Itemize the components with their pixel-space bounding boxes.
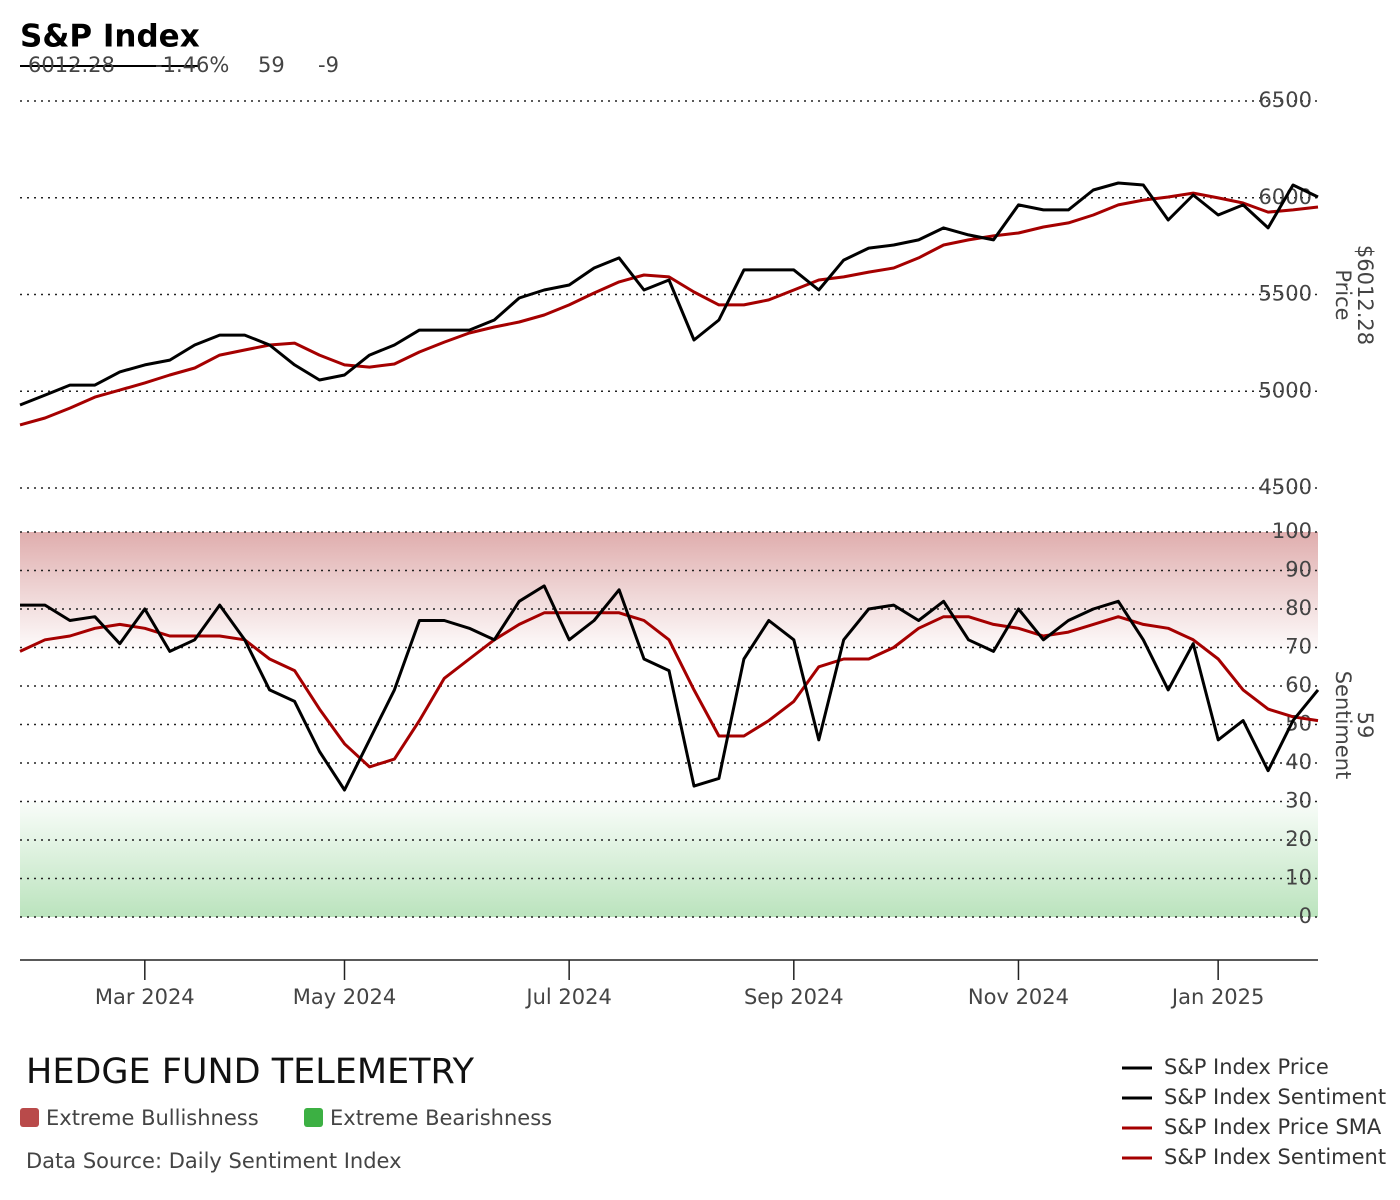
header-value: -9 bbox=[318, 53, 339, 77]
x-tick-label: Jan 2025 bbox=[1170, 985, 1265, 1009]
legend-label: Extreme Bullishness bbox=[46, 1106, 259, 1130]
header-value: 59 bbox=[258, 53, 285, 77]
legend-label: S&P Index Price SMA bbox=[1164, 1115, 1382, 1139]
y-tick-label: 80 bbox=[1285, 596, 1312, 620]
legend-label: Extreme Bearishness bbox=[330, 1106, 552, 1130]
y-tick-label: 90 bbox=[1285, 558, 1312, 582]
y-tick-label: 40 bbox=[1285, 750, 1312, 774]
brand: HEDGE FUND TELEMETRY bbox=[26, 1052, 475, 1092]
series-line bbox=[19, 191, 1319, 427]
header-value: -1.46% bbox=[155, 53, 229, 77]
axis-title: 59 bbox=[1353, 712, 1377, 739]
y-tick-label: 5000 bbox=[1259, 378, 1312, 402]
y-tick-label: 6500 bbox=[1259, 88, 1312, 112]
y-tick-label: 20 bbox=[1285, 827, 1312, 851]
header-value: 6012.28 bbox=[28, 53, 115, 77]
y-tick-label: 70 bbox=[1285, 635, 1312, 659]
series-line bbox=[19, 611, 1319, 769]
chart-title: S&P Index bbox=[20, 19, 200, 55]
x-tick-label: Jul 2024 bbox=[524, 985, 611, 1009]
x-tick-label: Nov 2024 bbox=[968, 985, 1069, 1009]
y-tick-label: 60 bbox=[1285, 673, 1312, 697]
legend-swatch bbox=[20, 1108, 39, 1127]
band bbox=[20, 801, 1318, 917]
legend-label: S&P Index Sentiment bbox=[1164, 1085, 1386, 1109]
source: Data Source: Daily Sentiment Index bbox=[26, 1149, 402, 1173]
axis-title: Price bbox=[1331, 269, 1355, 320]
series-line bbox=[19, 181, 1319, 407]
x-tick-label: Sep 2024 bbox=[744, 985, 844, 1009]
y-tick-label: 30 bbox=[1285, 789, 1312, 813]
y-tick-label: 100 bbox=[1272, 519, 1312, 543]
band bbox=[20, 532, 1318, 648]
axis-title: $6012.28 bbox=[1353, 245, 1377, 345]
legend-label: S&P Index Price bbox=[1164, 1055, 1329, 1079]
y-tick-label: 0 bbox=[1299, 904, 1312, 928]
y-tick-label: 5500 bbox=[1259, 282, 1312, 306]
x-tick-label: May 2024 bbox=[293, 985, 397, 1009]
legend-label: S&P Index Sentiment bbox=[1164, 1145, 1386, 1169]
legend-swatch bbox=[304, 1108, 323, 1127]
series-line bbox=[20, 584, 1320, 792]
y-tick-label: 4500 bbox=[1259, 475, 1312, 499]
x-tick-label: Mar 2024 bbox=[95, 985, 195, 1009]
y-tick-label: 10 bbox=[1285, 866, 1312, 890]
axis-title: Sentiment bbox=[1331, 671, 1355, 780]
